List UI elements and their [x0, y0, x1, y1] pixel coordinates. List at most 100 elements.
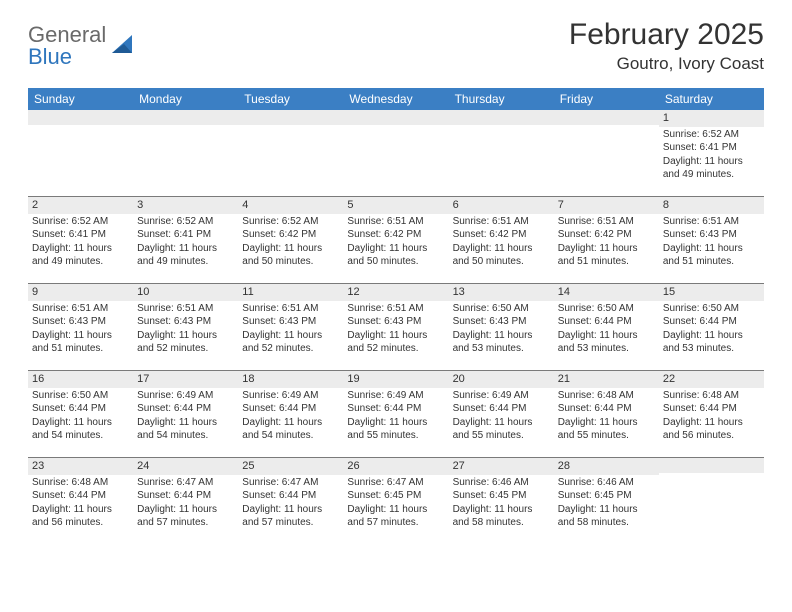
- sunrise-text: Sunrise: 6:52 AM: [32, 215, 129, 229]
- day-number: 22: [659, 371, 764, 388]
- brand-part2: Blue: [28, 46, 106, 68]
- sunset-text: Sunset: 6:43 PM: [347, 315, 444, 329]
- day-body: Sunrise: 6:47 AMSunset: 6:45 PMDaylight:…: [343, 475, 448, 534]
- day-cell: 19Sunrise: 6:49 AMSunset: 6:44 PMDayligh…: [343, 371, 448, 457]
- day-cell: 12Sunrise: 6:51 AMSunset: 6:43 PMDayligh…: [343, 284, 448, 370]
- sunrise-text: Sunrise: 6:48 AM: [32, 476, 129, 490]
- sunrise-text: Sunrise: 6:49 AM: [347, 389, 444, 403]
- week-row: 16Sunrise: 6:50 AMSunset: 6:44 PMDayligh…: [28, 370, 764, 457]
- day-cell: 16Sunrise: 6:50 AMSunset: 6:44 PMDayligh…: [28, 371, 133, 457]
- day-number: 21: [554, 371, 659, 388]
- day-cell: 2Sunrise: 6:52 AMSunset: 6:41 PMDaylight…: [28, 197, 133, 283]
- day-number: 2: [28, 197, 133, 214]
- day-number: 4: [238, 197, 343, 214]
- day-number: 5: [343, 197, 448, 214]
- week-row: 23Sunrise: 6:48 AM Sunset: 6:44 PM Dayligh…: [28, 457, 764, 544]
- sunrise-text: Sunrise: 6:51 AM: [347, 302, 444, 316]
- day-body: Sunrise: 6:51 AMSunset: 6:43 PMDaylight:…: [343, 301, 448, 360]
- week-row: 1Sunrise: 6:52 AMSunset: 6:41 PMDaylight…: [28, 110, 764, 196]
- daylight-text: Daylight: 11 hours and 54 minutes.: [32, 416, 129, 443]
- daylight-text: Daylight: 11 hours and 58 minutes.: [558, 503, 655, 530]
- day-number: 23: [28, 458, 133, 475]
- day-body: [28, 125, 133, 130]
- daylight-text: Daylight: 11 hours and 56 minutes.: [32, 503, 129, 530]
- daylight-text: Daylight: 11 hours and 54 minutes.: [137, 416, 234, 443]
- sunrise-text: Sunrise: 6:51 AM: [32, 302, 129, 316]
- sunset-text: Sunset: 6:44 PM: [453, 402, 550, 416]
- day-body: Sunrise: 6:46 AMSunset: 6:45 PMDaylight:…: [554, 475, 659, 534]
- empty-cell: [238, 110, 343, 196]
- day-number: 20: [449, 371, 554, 388]
- day-cell: 5Sunrise: 6:51 AMSunset: 6:42 PMDaylight…: [343, 197, 448, 283]
- day-cell: 1Sunrise: 6:52 AMSunset: 6:41 PMDaylight…: [659, 110, 764, 196]
- daylight-text: Daylight: 11 hours and 54 minutes.: [242, 416, 339, 443]
- sunset-text: Sunset: 6:45 PM: [453, 489, 550, 503]
- sunset-text: Sunset: 6:44 PM: [242, 402, 339, 416]
- day-cell: 18Sunrise: 6:49 AMSunset: 6:44 PMDayligh…: [238, 371, 343, 457]
- sunset-text: Sunset: 6:44 PM: [242, 489, 339, 503]
- daylight-text: Daylight: 11 hours and 52 minutes.: [347, 329, 444, 356]
- empty-cell: [343, 110, 448, 196]
- day-cell: 28Sunrise: 6:46 AMSunset: 6:45 PMDayligh…: [554, 458, 659, 544]
- sunset-text: Sunset: 6:41 PM: [663, 141, 760, 155]
- day-body: Sunrise: 6:51 AMSunset: 6:42 PMDaylight:…: [449, 214, 554, 273]
- day-body: Sunrise: 6:46 AMSunset: 6:45 PMDaylight:…: [449, 475, 554, 534]
- empty-cell: [133, 110, 238, 196]
- sunrise-text: Sunrise: 6:51 AM: [242, 302, 339, 316]
- day-body: Sunrise: 6:52 AMSunset: 6:41 PMDaylight:…: [133, 214, 238, 273]
- sunset-text: Sunset: 6:42 PM: [558, 228, 655, 242]
- weekday-label: Thursday: [449, 88, 554, 110]
- sunrise-text: Sunrise: 6:47 AM: [242, 476, 339, 490]
- sunset-text: Sunset: 6:43 PM: [242, 315, 339, 329]
- day-cell: 23Sunrise: 6:48 AMSunset: 6:44 PMDayligh…: [28, 458, 133, 544]
- day-cell: 6Sunrise: 6:51 AMSunset: 6:42 PMDaylight…: [449, 197, 554, 283]
- sunrise-text: Sunrise: 6:47 AM: [347, 476, 444, 490]
- day-number: 27: [449, 458, 554, 475]
- day-body: [343, 125, 448, 130]
- day-body: Sunrise: 6:48 AMSunset: 6:44 PMDaylight:…: [554, 388, 659, 447]
- daylight-text: Daylight: 11 hours and 53 minutes.: [453, 329, 550, 356]
- day-number: 10: [133, 284, 238, 301]
- sunset-text: Sunset: 6:43 PM: [453, 315, 550, 329]
- day-cell: 7Sunrise: 6:51 AMSunset: 6:42 PMDaylight…: [554, 197, 659, 283]
- empty-cell: [28, 110, 133, 196]
- day-number: 7: [554, 197, 659, 214]
- daylight-text: Daylight: 11 hours and 49 minutes.: [32, 242, 129, 269]
- day-body: Sunrise: 6:50 AMSunset: 6:43 PMDaylight:…: [449, 301, 554, 360]
- daylight-text: Daylight: 11 hours and 51 minutes.: [663, 242, 760, 269]
- daylight-text: Daylight: 11 hours and 52 minutes.: [137, 329, 234, 356]
- day-cell: 14Sunrise: 6:50 AMSunset: 6:44 PMDayligh…: [554, 284, 659, 370]
- day-number: [554, 110, 659, 125]
- day-cell: 13Sunrise: 6:50 AMSunset: 6:43 PMDayligh…: [449, 284, 554, 370]
- sunset-text: Sunset: 6:43 PM: [663, 228, 760, 242]
- sunset-text: Sunset: 6:45 PM: [558, 489, 655, 503]
- empty-cell: [449, 110, 554, 196]
- sunrise-text: Sunrise: 6:50 AM: [663, 302, 760, 316]
- day-cell: 17Sunrise: 6:49 AMSunset: 6:44 PMDayligh…: [133, 371, 238, 457]
- day-number: 16: [28, 371, 133, 388]
- sunset-text: Sunset: 6:44 PM: [663, 315, 760, 329]
- daylight-text: Daylight: 11 hours and 53 minutes.: [558, 329, 655, 356]
- day-number: 13: [449, 284, 554, 301]
- sunrise-text: Sunrise: 6:51 AM: [663, 215, 760, 229]
- empty-cell: [554, 110, 659, 196]
- day-body: [133, 125, 238, 130]
- sunrise-text: Sunrise: 6:51 AM: [347, 215, 444, 229]
- day-cell: 10Sunrise: 6:51 AMSunset: 6:43 PMDayligh…: [133, 284, 238, 370]
- sunset-text: Sunset: 6:41 PM: [32, 228, 129, 242]
- daylight-text: Daylight: 11 hours and 49 minutes.: [663, 155, 760, 182]
- day-number: 14: [554, 284, 659, 301]
- sunrise-text: Sunrise: 6:46 AM: [558, 476, 655, 490]
- sunset-text: Sunset: 6:42 PM: [347, 228, 444, 242]
- sunset-text: Sunset: 6:42 PM: [453, 228, 550, 242]
- day-body: [554, 125, 659, 130]
- day-cell: 15Sunrise: 6:50 AMSunset: 6:44 PMDayligh…: [659, 284, 764, 370]
- day-number: 19: [343, 371, 448, 388]
- sunrise-text: Sunrise: 6:49 AM: [242, 389, 339, 403]
- day-body: Sunrise: 6:51 AMSunset: 6:43 PMDaylight:…: [28, 301, 133, 360]
- day-number: 28: [554, 458, 659, 475]
- day-body: Sunrise: 6:49 AMSunset: 6:44 PMDaylight:…: [133, 388, 238, 447]
- day-number: 18: [238, 371, 343, 388]
- sunset-text: Sunset: 6:44 PM: [32, 402, 129, 416]
- daylight-text: Daylight: 11 hours and 56 minutes.: [663, 416, 760, 443]
